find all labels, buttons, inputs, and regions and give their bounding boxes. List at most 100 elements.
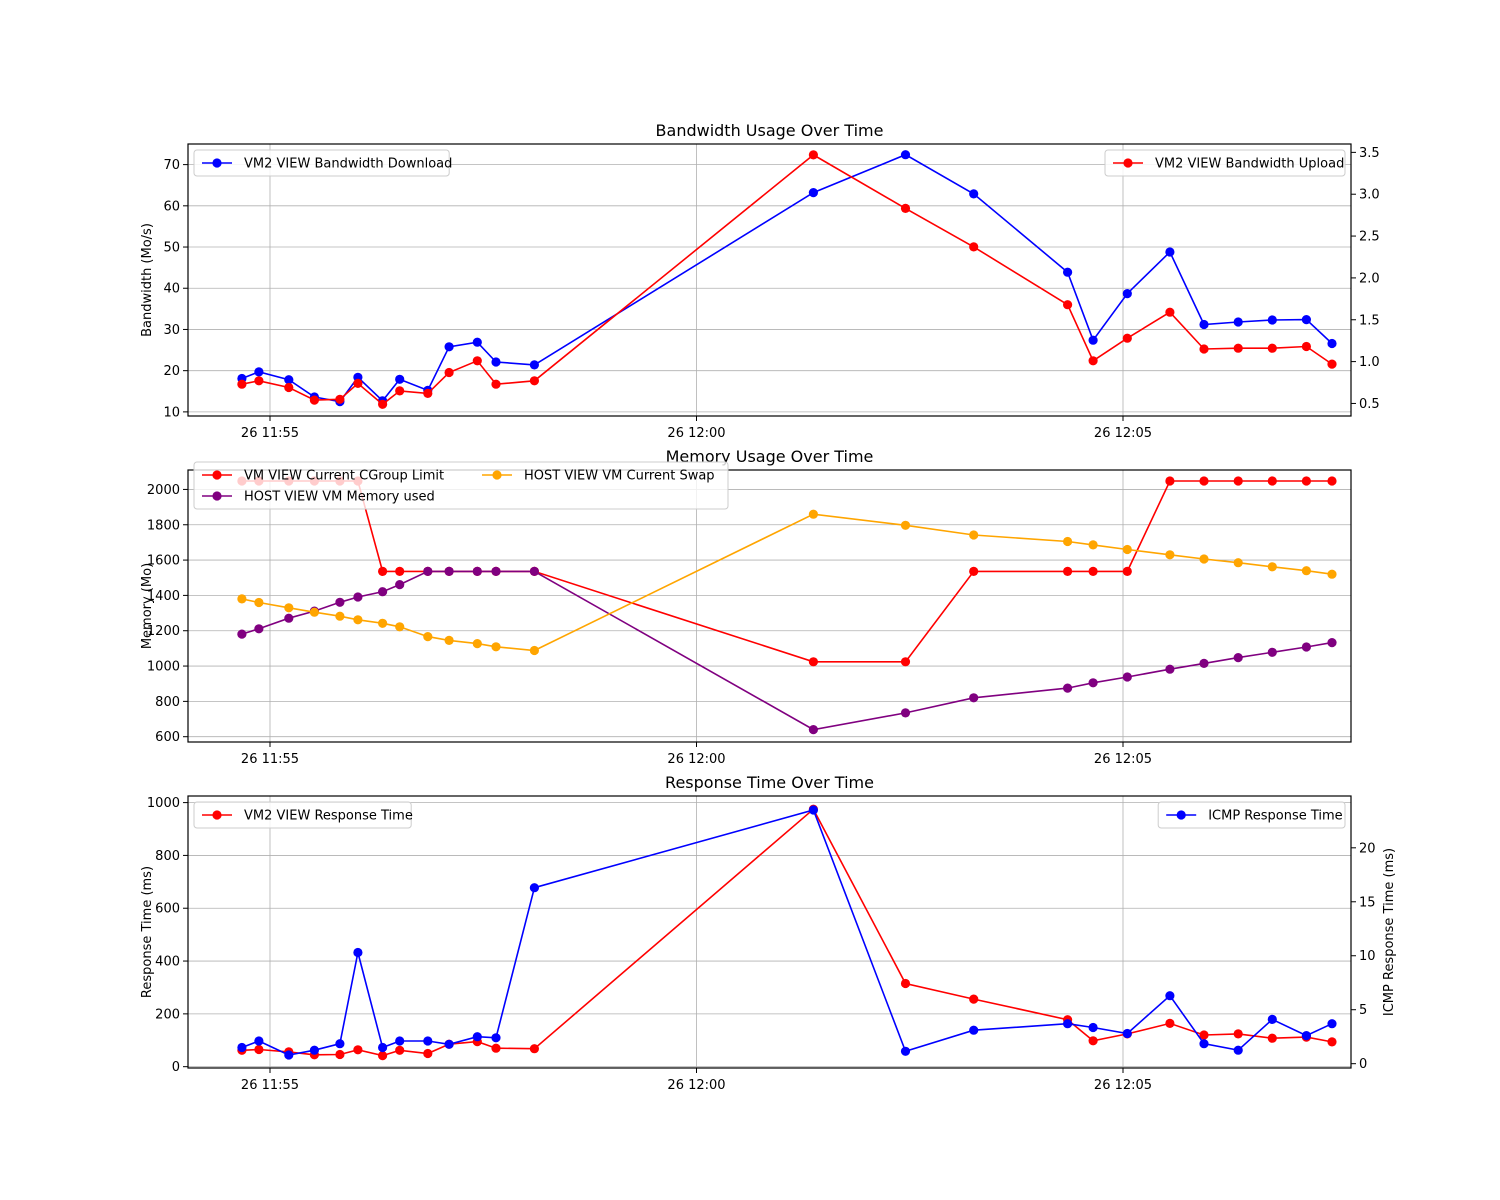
data-point (1122, 333, 1132, 343)
data-point (1233, 1045, 1243, 1055)
y-tick-label: 30 (163, 323, 180, 338)
data-point (900, 708, 911, 718)
data-point (395, 1036, 405, 1046)
series-line-1 (241, 153, 1333, 403)
data-point (491, 566, 501, 577)
data-point (423, 632, 433, 642)
x-tick-label: 26 11:55 (241, 752, 299, 767)
data-point (1233, 343, 1243, 353)
y-tick-label: 800 (155, 695, 180, 710)
data-point (1233, 653, 1243, 663)
data-point (395, 374, 405, 384)
data-point (472, 639, 482, 649)
y-tick-label: 1000 (147, 796, 180, 811)
y-tick-label: 1800 (147, 518, 180, 533)
data-point (529, 1044, 540, 1054)
y-tick-label: 50 (163, 241, 180, 256)
data-point (395, 580, 405, 590)
data-point (969, 1025, 979, 1035)
legend-label: VM2 VIEW Response Time (244, 809, 413, 824)
data-point (1267, 647, 1277, 657)
data-point (1199, 319, 1209, 330)
data-point (808, 657, 819, 667)
data-point (353, 615, 363, 625)
data-point (1088, 678, 1098, 688)
legend-left: VM2 VIEW Response Time (193, 801, 413, 829)
data-point (491, 379, 501, 389)
data-point (1301, 315, 1311, 325)
data-point (1165, 1018, 1175, 1028)
data-point (1088, 540, 1098, 550)
data-point (1122, 289, 1132, 299)
data-point (378, 1042, 388, 1053)
chart-panel-3: 26 11:55 26 12:00 26 12:050200400600800100… (140, 773, 1397, 1093)
data-point (353, 592, 363, 602)
y-tick-label: 60 (163, 199, 180, 214)
data-point (1063, 300, 1073, 310)
y2-tick-label: 20 (1359, 841, 1376, 856)
y2-tick-label: 0 (1359, 1057, 1367, 1072)
y-tick-label: 10 (163, 405, 180, 420)
y-tick-label: 1200 (147, 624, 180, 639)
y2-tick-label: 3.5 (1359, 146, 1380, 161)
legend-marker (212, 491, 222, 501)
data-point (808, 509, 819, 519)
y-axis-label: Bandwidth (Mo/s) (140, 223, 155, 337)
data-point (1327, 1019, 1337, 1029)
data-point (284, 613, 294, 623)
data-point (423, 388, 433, 398)
legend-marker (212, 470, 222, 480)
data-point (1165, 991, 1175, 1001)
y-axis-label: Response Time (ms) (140, 866, 155, 998)
data-point (900, 657, 911, 667)
data-point (395, 566, 405, 577)
y2-tick-label: 1.0 (1359, 355, 1380, 370)
data-point (529, 360, 540, 370)
legend-box (193, 801, 412, 829)
x-tick-label: 26 12:05 (1094, 426, 1152, 441)
data-point (529, 566, 540, 577)
legend-combined: VM VIEW Current CGroup Limit HOST VIEW VM… (193, 461, 729, 510)
data-point (1088, 1036, 1098, 1046)
data-point (1267, 476, 1277, 486)
y-tick-label: 70 (163, 158, 180, 173)
data-point (969, 189, 979, 199)
data-point (1063, 267, 1073, 277)
data-point (254, 1036, 264, 1046)
data-point (254, 624, 264, 634)
data-point (254, 1044, 264, 1055)
y2-tick-label: 0.5 (1359, 397, 1380, 412)
legend-box (193, 149, 450, 177)
data-point (1327, 359, 1337, 369)
data-point (423, 1048, 433, 1059)
y-tick-label: 40 (163, 282, 180, 297)
x-tick-label: 26 11:55 (241, 426, 299, 441)
legend-box (1104, 149, 1346, 177)
data-point (1122, 672, 1132, 682)
x-tick-label: 26 12:05 (1094, 752, 1152, 767)
data-point (900, 520, 911, 530)
data-point (900, 978, 911, 989)
data-point (808, 805, 819, 815)
y-tick-label: 20 (163, 364, 180, 379)
data-point (254, 367, 264, 377)
data-point (1233, 317, 1243, 327)
data-point (335, 1039, 345, 1049)
data-point (309, 607, 319, 617)
legend-marker (1123, 158, 1133, 168)
data-point (491, 1033, 501, 1043)
data-point (1122, 544, 1132, 555)
data-point (969, 693, 979, 703)
y2-tick-label: 15 (1359, 895, 1376, 910)
data-point (309, 1045, 319, 1055)
data-point (472, 566, 482, 577)
series-line-1 (241, 807, 1333, 1057)
data-point (335, 394, 345, 404)
data-point (335, 597, 345, 607)
data-point (353, 1045, 363, 1055)
data-point (378, 566, 388, 577)
data-point (1233, 476, 1243, 486)
legend-marker (492, 470, 502, 480)
y-tick-label: 0 (172, 1060, 180, 1075)
data-point (1199, 476, 1209, 486)
